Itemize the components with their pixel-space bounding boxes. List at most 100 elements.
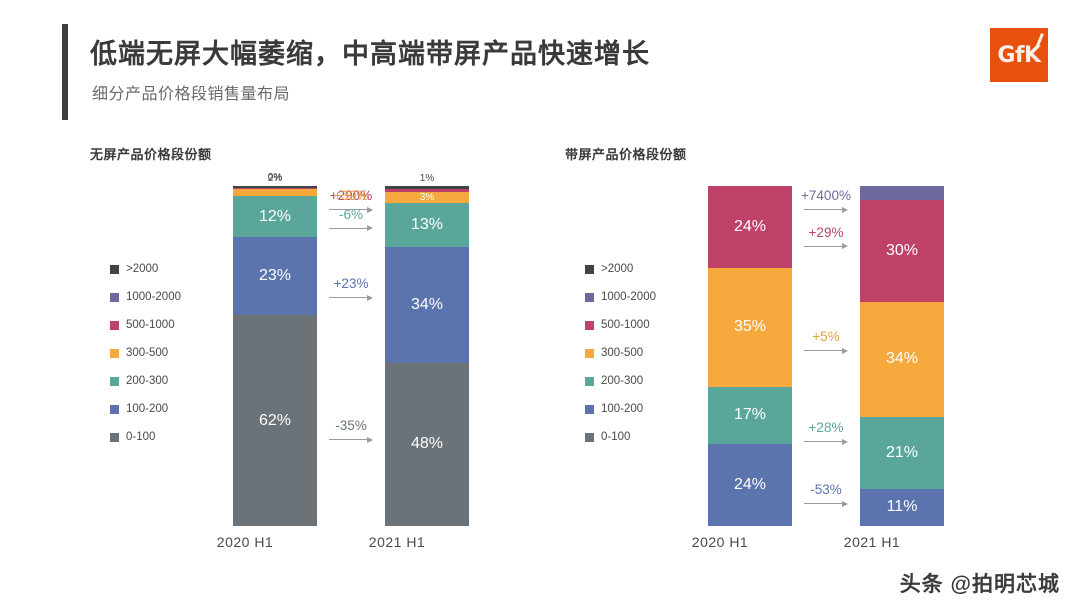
legend-swatch-icon [110,292,119,302]
bar-segment-gt2000[interactable] [233,186,317,189]
bar-segment-100-200[interactable]: 23% [233,237,317,316]
growth-annotation-value: -35% [335,418,367,434]
bar-segment-value: 24% [733,217,767,235]
bar-segment-100-200[interactable]: 11% [860,488,944,526]
growth-annotation-100-200: +23% [317,276,385,301]
growth-annotation-value: -6% [338,206,363,222]
bar-segment-500-1000[interactable]: 0% [233,172,317,190]
bar-segment-value: 1% [419,172,435,184]
bar-segment-300-500[interactable]: 34% [860,301,944,418]
legend-item-100-200[interactable]: 100-200 [585,395,656,423]
legend-item-300-500[interactable]: 300-500 [110,339,181,367]
bar-segment-value: 62% [258,411,292,429]
growth-annotation-value: +7400% [801,188,851,203]
bar-segment-value: 17% [733,406,767,424]
legend-item-100-200[interactable]: 100-200 [110,395,181,423]
legend-item-1000-2000[interactable]: 1000-2000 [585,283,656,311]
bar-segment-0-100[interactable]: 62% [233,315,317,526]
legend-item-label: 200-300 [601,375,644,387]
bar-segment-500-1000[interactable]: 30% [860,199,944,302]
legend-item-0-100[interactable]: 0-100 [585,423,656,451]
arrow-right-icon [804,500,848,507]
legend-item-1000-2000[interactable]: 1000-2000 [110,283,181,311]
legend-swatch-icon [110,404,119,414]
arrow-right-icon [329,206,373,213]
legend-swatch-icon [585,320,594,330]
legend-swatch-icon [110,348,119,358]
bar-segment-500-1000[interactable]: 1% [385,173,469,193]
growth-annotation-value: +28% [808,420,844,436]
bar-segment-value: 35% [733,318,767,336]
bar-segment-value: 34% [885,350,919,368]
title-accent-bar [62,24,68,120]
bar-segment-100-200[interactable]: 24% [708,444,792,526]
right-axis-label-2020: 2020 H1 [691,534,749,550]
bar-segment-300-500[interactable]: 3% [385,192,469,204]
bar-segment-gt2000[interactable] [385,186,469,189]
bar-segment-0-100[interactable]: 48% [385,362,469,527]
legend-item-500-1000[interactable]: 500-1000 [110,311,181,339]
legend-item-label: 100-200 [126,403,169,415]
stacked-bar-2020-H1[interactable]: 24% 35% 17% 24% [708,186,792,526]
arrow-right-icon [804,243,848,250]
growth-annotation-300-500: +5% [792,329,860,354]
growth-annotation-0-100: -35% [317,418,385,443]
stacked-bar-2021-H1[interactable]: 30% 34% 21% 11% [860,186,944,526]
legend-item-label: 0-100 [601,431,631,443]
growth-annotations: +290% +39% -6% +23% -35% [317,186,385,526]
growth-annotation-200-300: -6% [317,207,385,232]
legend-swatch-icon [110,264,119,274]
legend-swatch-icon [585,348,594,358]
legend-item-label: 500-1000 [601,319,650,331]
growth-annotation-value: -53% [810,482,842,498]
legend-item-gt2000[interactable]: >2000 [110,255,181,283]
with-screen-price-band-chart: 24% 35% 17% 24% 30% 34% 21% 11% +7400% +29% +5% +28… [680,186,970,526]
page-subtitle: 细分产品价格段销售量布局 [92,86,291,103]
bar-segment-200-300[interactable]: 17% [708,386,792,445]
legend-swatch-icon [110,376,119,386]
left-chart-legend: >2000 1000-2000 500-1000 300-500 200-300 100-… [110,255,181,451]
legend-swatch-icon [110,320,119,330]
stacked-bar-2021-H1[interactable]: 1% 3% 13% 34% 48% [385,173,469,527]
bar-segment-500-1000[interactable]: 24% [708,186,792,268]
legend-item-500-1000[interactable]: 500-1000 [585,311,656,339]
bar-segment-300-500[interactable]: 2% [233,173,317,197]
slide-header: 低端无屏大幅萎缩，中高端带屏产品快速增长 细分产品价格段销售量布局 GfK [0,0,1080,128]
legend-item-gt2000[interactable]: >2000 [585,255,656,283]
legend-item-0-100[interactable]: 0-100 [110,423,181,451]
bar-segment-value: 21% [885,443,919,461]
bar-segment-value: 34% [410,296,444,314]
legend-item-200-300[interactable]: 200-300 [110,367,181,395]
arrow-right-icon [329,225,373,232]
arrow-right-icon [804,347,848,354]
growth-annotation-100-200: -53% [792,482,860,507]
legend-item-label: 500-1000 [126,319,175,331]
bar-segment-200-300[interactable]: 12% [233,196,317,237]
watermark: 头条 @拍明芯城 [899,573,1060,596]
bar-segment-200-300[interactable]: 21% [860,417,944,489]
bar-segment-value: 13% [410,216,444,234]
right-chart-title: 带屏产品价格段份额 [565,147,687,162]
no-screen-price-band-chart: 0% 2% 12% 23% 62% 1% 3% 13% 34% 48% +290% +39% -6% +2… [205,172,495,527]
stacked-bar-2020-H1[interactable]: 0% 2% 12% 23% 62% [233,172,317,526]
legend-item-300-500[interactable]: 300-500 [585,339,656,367]
left-chart-title: 无屏产品价格段份额 [90,147,212,162]
bar-segment-200-300[interactable]: 13% [385,203,469,248]
growth-annotation-value: +5% [812,329,840,345]
arrow-right-icon [329,436,373,443]
legend-item-200-300[interactable]: 200-300 [585,367,656,395]
bar-segment-1000-2000[interactable] [860,186,944,200]
bar-segment-value: 23% [258,267,292,285]
legend-swatch-icon [585,432,594,442]
arrow-right-icon [804,206,848,213]
legend-item-label: 300-500 [126,347,169,359]
left-axis-label-2020: 2020 H1 [216,534,274,550]
legend-item-label: 300-500 [601,347,644,359]
legend-swatch-icon [585,404,594,414]
legend-item-label: >2000 [601,263,634,275]
bar-segment-300-500[interactable]: 35% [708,267,792,387]
legend-item-label: >2000 [126,263,159,275]
growth-annotation-500-1000: +29% [792,225,860,250]
bar-segment-100-200[interactable]: 34% [385,247,469,363]
